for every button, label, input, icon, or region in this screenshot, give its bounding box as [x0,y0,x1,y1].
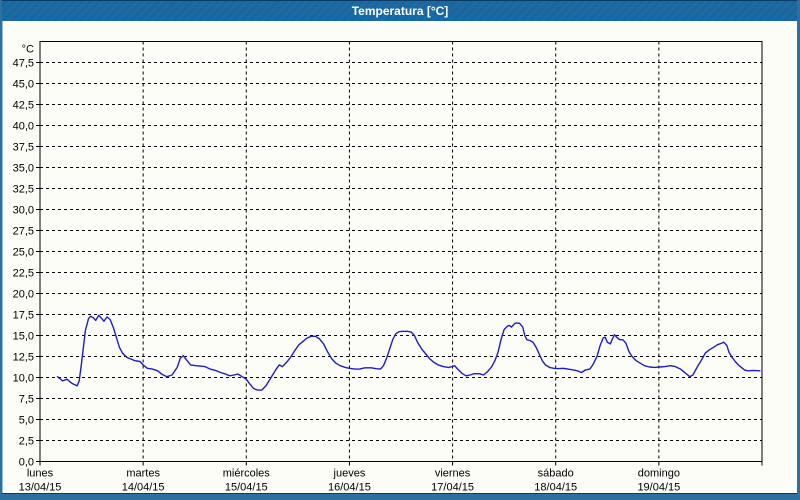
svg-text:47,5: 47,5 [13,58,34,70]
x-day-name: domingo [638,468,680,480]
svg-text:20,0: 20,0 [13,289,34,301]
svg-text:42,5: 42,5 [13,100,34,112]
x-axis-labels: lunes 13/04/15 martes 14/04/15 miércoles 15/0… [19,461,763,494]
svg-text:25,0: 25,0 [13,247,34,259]
x-day-name: sábado [538,468,574,480]
x-day-date: 13/04/15 [19,482,62,494]
x-day-date: 15/04/15 [225,482,268,494]
y-axis-labels: 0,0 2,5 5,0 7,5 10,0 12,5 15,0 17,5 20,0 22,5 25,0… [13,58,40,469]
y-axis-unit-label: °C [22,44,34,56]
svg-text:32,5: 32,5 [13,184,34,196]
x-day-date: 17/04/15 [431,482,474,494]
svg-text:0,0: 0,0 [19,457,34,469]
x-day-date: 14/04/15 [122,482,165,494]
x-day-date: 16/04/15 [328,482,371,494]
window-titlebar: Temperatura [°C] [2,0,797,21]
svg-text:40,0: 40,0 [13,121,34,133]
svg-text:22,5: 22,5 [13,268,34,280]
x-day-name: miércoles [223,468,271,480]
svg-text:2,5: 2,5 [19,436,34,448]
v-gridlines [142,41,660,462]
svg-text:30,0: 30,0 [13,205,34,217]
x-day-date: 19/04/15 [637,482,680,494]
x-day-date: 18/04/15 [534,482,577,494]
svg-text:7,5: 7,5 [19,394,34,406]
svg-text:15,0: 15,0 [13,331,34,343]
svg-text:35,0: 35,0 [13,163,34,175]
svg-text:5,0: 5,0 [19,415,34,427]
svg-text:27,5: 27,5 [13,226,34,238]
svg-text:17,5: 17,5 [13,310,34,322]
svg-text:12,5: 12,5 [13,352,34,364]
x-day-name: jueves [333,468,366,480]
x-day-name: lunes [27,468,54,480]
temperature-line [56,314,761,391]
svg-text:37,5: 37,5 [13,142,34,154]
h-gridlines [40,62,762,441]
svg-text:10,0: 10,0 [13,373,34,385]
window-title: Temperatura [°C] [351,4,449,18]
svg-text:45,0: 45,0 [13,79,34,91]
x-day-name: martes [126,468,160,480]
x-day-name: viernes [435,468,471,480]
